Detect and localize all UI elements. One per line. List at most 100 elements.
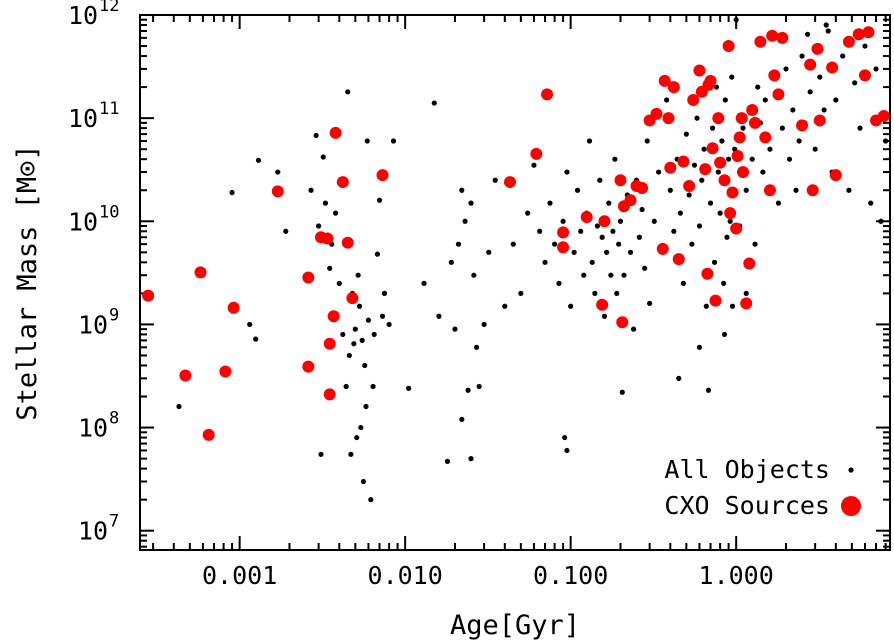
point-all-objects: [575, 188, 580, 193]
point-cxo-sources: [668, 81, 680, 93]
point-all-objects: [616, 242, 621, 247]
point-cxo-sources: [324, 338, 336, 350]
point-all-objects: [668, 188, 673, 193]
point-all-objects: [722, 332, 727, 337]
point-all-objects: [590, 260, 595, 265]
y-tick-label-base: 10: [68, 207, 98, 236]
point-all-objects: [353, 327, 358, 332]
point-cxo-sources: [328, 310, 340, 322]
point-all-objects: [719, 138, 724, 143]
x-tick-label: 1.000: [699, 561, 774, 590]
point-all-objects: [537, 229, 542, 234]
point-cxo-sources: [705, 75, 717, 87]
point-all-objects: [612, 157, 617, 162]
point-cxo-sources: [662, 112, 674, 124]
y-tick-label-base: 10: [68, 1, 98, 30]
point-all-objects: [684, 132, 689, 137]
point-cxo-sources: [814, 114, 826, 126]
point-all-objects: [797, 138, 802, 143]
point-cxo-sources: [330, 127, 342, 139]
point-all-objects: [351, 341, 356, 346]
point-all-objects: [229, 190, 234, 195]
point-cxo-sources: [768, 69, 780, 81]
point-all-objects: [862, 43, 867, 48]
point-all-objects: [560, 219, 565, 224]
point-all-objects: [656, 169, 661, 174]
legend-label-all-objects: All Objects: [664, 455, 830, 484]
point-cxo-sources: [830, 169, 842, 181]
point-all-objects: [701, 147, 706, 152]
point-all-objects: [391, 138, 396, 143]
point-all-objects: [776, 201, 781, 206]
point-all-objects: [344, 384, 349, 389]
point-all-objects: [689, 242, 694, 247]
point-cxo-sources: [732, 150, 744, 162]
point-all-objects: [340, 332, 345, 337]
point-all-objects: [664, 97, 669, 102]
point-cxo-sources: [878, 110, 890, 122]
point-all-objects: [502, 304, 507, 309]
point-all-objects: [805, 32, 810, 37]
point-cxo-sources: [693, 64, 705, 76]
point-all-objects: [767, 147, 772, 152]
point-all-objects: [525, 211, 530, 216]
y-tick-label-exponent: 11: [99, 99, 119, 119]
y-axis-title-close: ]: [12, 144, 43, 160]
point-all-objects: [637, 235, 642, 240]
point-cxo-sources: [614, 174, 626, 186]
point-cxo-sources: [596, 299, 608, 311]
point-all-objects: [347, 353, 352, 358]
point-all-objects: [652, 219, 657, 224]
point-cxo-sources: [843, 36, 855, 48]
legend-marker-all-objects: [848, 467, 853, 472]
point-all-objects: [365, 138, 370, 143]
point-all-objects: [323, 201, 328, 206]
point-cxo-sources: [272, 185, 284, 197]
point-cxo-sources: [557, 226, 569, 238]
point-all-objects: [697, 345, 702, 350]
point-all-objects: [750, 157, 755, 162]
y-tick-label-base: 10: [68, 104, 98, 133]
point-all-objects: [729, 74, 734, 79]
point-all-objects: [595, 223, 600, 228]
point-all-objects: [813, 147, 818, 152]
point-all-objects: [366, 318, 371, 323]
point-all-objects: [631, 327, 636, 332]
point-cxo-sources: [718, 174, 730, 186]
point-cxo-sources: [302, 361, 314, 373]
point-all-objects: [581, 273, 586, 278]
point-all-objects: [345, 89, 350, 94]
point-all-objects: [826, 28, 831, 33]
point-all-objects: [380, 314, 385, 319]
point-all-objects: [716, 169, 721, 174]
point-all-objects: [671, 229, 676, 234]
y-tick-label-base: 10: [78, 310, 108, 339]
point-cxo-sources: [504, 176, 516, 188]
point-cxo-sources: [826, 61, 838, 73]
point-all-objects: [363, 404, 368, 409]
y-axis-title: Stellar Mass [M⊙]: [12, 144, 43, 420]
point-all-objects: [760, 169, 765, 174]
point-all-objects: [639, 207, 644, 212]
point-cxo-sources: [203, 429, 215, 441]
point-cxo-sources: [859, 69, 871, 81]
point-cxo-sources: [734, 131, 746, 143]
point-all-objects: [645, 138, 650, 143]
point-all-objects: [465, 388, 470, 393]
point-all-objects: [852, 80, 857, 85]
point-all-objects: [348, 452, 353, 457]
point-all-objects: [687, 192, 692, 197]
point-all-objects: [462, 219, 467, 224]
point-all-objects: [432, 100, 437, 105]
point-all-objects: [878, 219, 883, 224]
point-all-objects: [604, 250, 609, 255]
point-all-objects: [333, 211, 338, 216]
point-cxo-sources: [530, 148, 542, 160]
point-all-objects: [176, 404, 181, 409]
point-all-objects: [327, 266, 332, 271]
point-all-objects: [681, 281, 686, 286]
x-tick-label: 0.001: [202, 561, 277, 590]
point-cxo-sources: [636, 182, 648, 194]
point-all-objects: [857, 126, 862, 131]
point-all-objects: [562, 435, 567, 440]
